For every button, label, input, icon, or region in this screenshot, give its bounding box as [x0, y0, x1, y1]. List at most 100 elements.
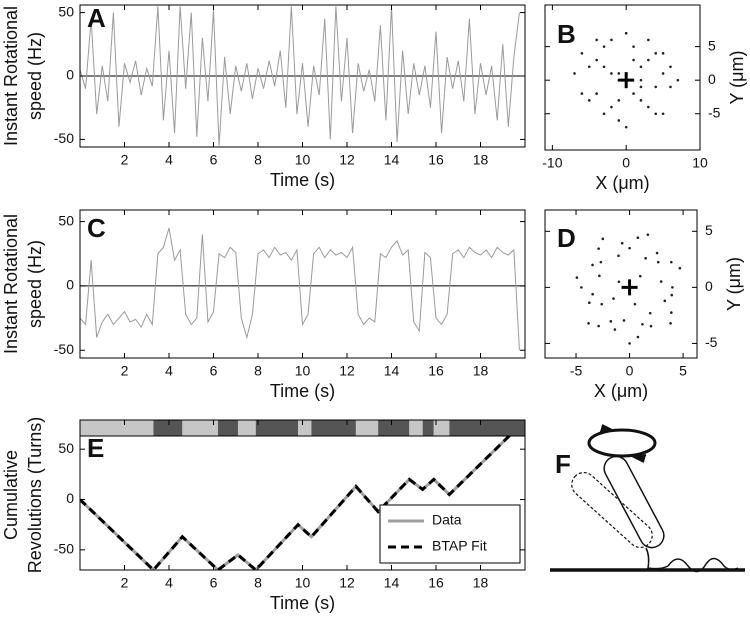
scatter-point	[595, 58, 598, 62]
panel: -10 0 10 -5 0 5 X (μm) Y (μm) B	[542, 4, 747, 193]
y-tick-label: 0	[705, 278, 713, 294]
scatter-point	[587, 99, 591, 102]
state-segment	[153, 420, 183, 436]
scatter-point	[624, 125, 628, 129]
y-tick-label: 50	[58, 440, 74, 456]
scatter-point	[617, 280, 621, 284]
x-axis-label: X (μm)	[595, 173, 649, 193]
scatter-point	[622, 319, 626, 322]
y-tick-label: -50	[54, 541, 74, 557]
cell-body-previous	[571, 471, 653, 549]
x-tick-label: 0	[622, 155, 630, 171]
scatter-point	[649, 324, 653, 328]
flagellum	[645, 547, 739, 573]
y-tick-label: -5	[708, 104, 721, 120]
x-tick-label: 2	[121, 152, 129, 168]
panel-label: A	[87, 3, 106, 33]
state-segment	[217, 420, 238, 436]
scatter-point	[670, 293, 674, 297]
x-tick-label: -5	[570, 363, 583, 379]
data-line	[80, 6, 520, 146]
panel: 2 4 6 8 10 12 14 16 18 -50 0 50 Time (s) Cumulative Re…	[1, 417, 526, 613]
scatter-point	[644, 256, 647, 260]
x-tick-label: 18	[473, 363, 489, 379]
y-tick-label: 5	[705, 222, 713, 238]
scatter-point	[639, 99, 643, 102]
scatter-point	[639, 78, 643, 82]
scatter-point	[610, 72, 613, 75]
scatter-point	[654, 112, 658, 116]
y-axis-label: Revolutions (Turns)	[25, 417, 45, 573]
x-tick-label: 12	[339, 363, 355, 379]
scatter-point	[580, 92, 584, 95]
x-tick-label: 12	[339, 575, 355, 591]
scatter-point	[661, 52, 665, 55]
x-tick-label: 8	[254, 152, 262, 168]
scatter-point	[655, 251, 659, 255]
scatter-point	[638, 274, 642, 278]
x-tick-label: 6	[210, 363, 218, 379]
x-tick-label: 16	[428, 575, 444, 591]
scatter-point	[676, 78, 680, 82]
scatter-point	[610, 38, 613, 42]
scatter-point	[617, 99, 621, 102]
scatter-point	[602, 45, 606, 48]
scatter-point	[648, 311, 652, 315]
x-tick-label: 6	[210, 152, 218, 168]
y-tick-label: -50	[54, 341, 74, 357]
scatter-point	[632, 45, 635, 48]
x-tick-label: 0	[626, 363, 634, 379]
scatter-point	[600, 302, 604, 306]
x-tick-label: 14	[384, 152, 400, 168]
scatter-point	[669, 85, 672, 89]
scatter-point	[633, 302, 637, 306]
panel-label: D	[557, 223, 576, 253]
scatter-point	[656, 260, 660, 264]
scatter-point	[620, 241, 624, 245]
x-tick-label: 8	[254, 363, 262, 379]
x-axis-label: Time (s)	[270, 593, 335, 613]
scatter-point	[595, 38, 598, 42]
x-axis-label: Time (s)	[270, 170, 335, 190]
y-tick-label: 5	[708, 37, 716, 53]
panel: 2 4 6 8 10 12 14 16 18 -50 0 50 Time (s) Instant Rota…	[1, 209, 526, 401]
x-tick-label: 4	[165, 575, 173, 591]
scatter-point	[587, 322, 590, 325]
x-tick-label: 10	[295, 363, 311, 379]
scatter-point	[661, 112, 665, 116]
x-tick-label: 16	[428, 363, 444, 379]
y-axis-label: Instant Rotational	[1, 214, 21, 354]
panel: 2 4 6 8 10 12 14 16 18 -50 0 50 Time (s) Instant Rota…	[1, 3, 526, 190]
scatter-point	[661, 72, 665, 75]
x-tick-label: -10	[542, 155, 562, 171]
scatter-point	[602, 112, 606, 116]
scatter-point	[591, 263, 594, 267]
scatter-point	[587, 65, 591, 69]
scatter-point	[624, 31, 628, 35]
scatter-point	[636, 236, 640, 239]
x-tick-label: 5	[679, 363, 687, 379]
state-segment	[80, 420, 154, 436]
state-segment	[311, 420, 356, 436]
x-tick-label: 4	[165, 363, 173, 379]
panel-f-diagram: F	[550, 424, 745, 573]
scatter-point	[641, 322, 644, 326]
center-marker	[621, 279, 638, 296]
x-tick-label: 14	[384, 363, 400, 379]
scatter-point	[628, 246, 631, 250]
plot-area	[80, 6, 525, 146]
y-tick-label: 0	[708, 71, 716, 87]
y-tick-label: -5	[705, 334, 718, 350]
y-tick-label: 0	[66, 277, 74, 293]
scatter-point	[654, 85, 658, 89]
plot-frame	[544, 4, 701, 151]
plot-area	[80, 425, 520, 570]
scatter-point	[654, 52, 658, 55]
scatter-point	[601, 237, 605, 241]
y-axis-label: speed (Hz)	[25, 32, 45, 120]
scatter-point	[659, 280, 663, 283]
y-axis-label: Cumulative	[1, 450, 21, 540]
x-tick-label: 10	[692, 155, 708, 171]
scatter-point	[575, 276, 579, 279]
